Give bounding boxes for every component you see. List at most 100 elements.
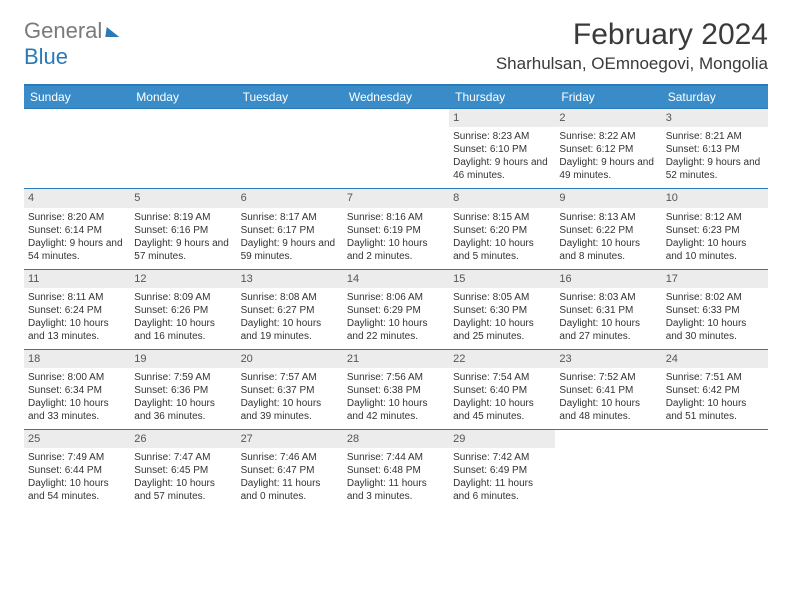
calendar-cell: 10Sunrise: 8:12 AMSunset: 6:23 PMDayligh… <box>662 189 768 269</box>
day-number: 1 <box>449 109 555 127</box>
sunset-line: Sunset: 6:13 PM <box>666 143 764 156</box>
day-number: 11 <box>24 270 130 288</box>
day-header: Wednesday <box>343 86 449 109</box>
calendar-cell: 18Sunrise: 8:00 AMSunset: 6:34 PMDayligh… <box>24 349 130 429</box>
sunrise-line: Sunrise: 8:16 AM <box>347 211 445 224</box>
brand-logo: General <box>24 18 122 44</box>
calendar-table: Sunday Monday Tuesday Wednesday Thursday… <box>24 86 768 509</box>
sunset-line: Sunset: 6:12 PM <box>559 143 657 156</box>
day-number: 29 <box>449 430 555 448</box>
sunrise-line: Sunrise: 7:59 AM <box>134 371 232 384</box>
calendar-cell <box>343 109 449 189</box>
day-header: Tuesday <box>237 86 343 109</box>
day-number: 12 <box>130 270 236 288</box>
calendar-week-row: 4 Sunrise: 8:20 AMSunset: 6:14 PM Daylight… <box>24 189 768 269</box>
day-number: 24 <box>662 350 768 368</box>
daylight-line: Daylight: 10 hours and 16 minutes. <box>134 317 232 343</box>
calendar-cell: 22Sunrise: 7:54 AMSunset: 6:40 PMDayligh… <box>449 349 555 429</box>
calendar-cell <box>555 430 661 510</box>
daylight-line: Daylight: 11 hours and 6 minutes. <box>453 477 551 503</box>
sunset-line: Sunset: 6:47 PM <box>241 464 339 477</box>
sunrise-line: Sunrise: 8:06 AM <box>347 291 445 304</box>
brand-part1: General <box>24 18 102 44</box>
sunset-line: Sunset: 6:44 PM <box>28 464 126 477</box>
sunset-line: Sunset: 6:29 PM <box>347 304 445 317</box>
calendar-cell <box>662 430 768 510</box>
daylight-line: Daylight: 10 hours and 51 minutes. <box>666 397 764 423</box>
sunset-line: Sunset: 6:45 PM <box>134 464 232 477</box>
calendar-cell: 3Sunrise: 8:21 AMSunset: 6:13 PMDaylight… <box>662 109 768 189</box>
sunset-line: Sunset: 6:37 PM <box>241 384 339 397</box>
day-number: 23 <box>555 350 661 368</box>
sunset-line: Sunset: 6:20 PM <box>453 224 551 237</box>
calendar-cell: 9Sunrise: 8:13 AMSunset: 6:22 PMDaylight… <box>555 189 661 269</box>
sunset-line: Sunset: 6:49 PM <box>453 464 551 477</box>
sunrise-line: Sunrise: 8:02 AM <box>666 291 764 304</box>
day-number: 21 <box>343 350 449 368</box>
daylight-line: Daylight: 10 hours and 39 minutes. <box>241 397 339 423</box>
day-number: 15 <box>449 270 555 288</box>
calendar-cell: 27Sunrise: 7:46 AMSunset: 6:47 PMDayligh… <box>237 430 343 510</box>
sunrise-line: Sunrise: 8:03 AM <box>559 291 657 304</box>
daylight-line: Daylight: 9 hours and 49 minutes. <box>559 156 657 182</box>
daylight-line: Daylight: 9 hours and 52 minutes. <box>666 156 764 182</box>
sunrise-line: Sunrise: 7:42 AM <box>453 451 551 464</box>
calendar-cell: 26Sunrise: 7:47 AMSunset: 6:45 PMDayligh… <box>130 430 236 510</box>
daylight-line: Daylight: 10 hours and 48 minutes. <box>559 397 657 423</box>
sunrise-line: Sunrise: 8:08 AM <box>241 291 339 304</box>
daylight-line: Daylight: 10 hours and 42 minutes. <box>347 397 445 423</box>
calendar-cell: 5Sunrise: 8:19 AMSunset: 6:16 PMDaylight… <box>130 189 236 269</box>
sunset-line: Sunset: 6:38 PM <box>347 384 445 397</box>
brand-triangle-icon <box>106 27 121 37</box>
day-number: 14 <box>343 270 449 288</box>
day-header: Thursday <box>449 86 555 109</box>
day-number: 5 <box>130 189 236 207</box>
daylight-line: Daylight: 10 hours and 54 minutes. <box>28 477 126 503</box>
sunset-line: Sunset: 6:31 PM <box>559 304 657 317</box>
sunrise-line: Sunrise: 8:11 AM <box>28 291 126 304</box>
calendar-cell: 28Sunrise: 7:44 AMSunset: 6:48 PMDayligh… <box>343 430 449 510</box>
day-number: 17 <box>662 270 768 288</box>
daylight-line: Daylight: 11 hours and 0 minutes. <box>241 477 339 503</box>
day-number: 4 <box>24 189 130 207</box>
calendar-body: 1Sunrise: 8:23 AMSunset: 6:10 PMDaylight… <box>24 109 768 510</box>
day-number: 16 <box>555 270 661 288</box>
calendar-cell: 11Sunrise: 8:11 AMSunset: 6:24 PMDayligh… <box>24 269 130 349</box>
header: General February 2024 Sharhulsan, OEmnoe… <box>24 18 768 74</box>
sunset-line: Sunset: 6:48 PM <box>347 464 445 477</box>
sunrise-line: Sunrise: 8:09 AM <box>134 291 232 304</box>
sunset-line: Sunset: 6:26 PM <box>134 304 232 317</box>
sunset-line: Sunset: 6:14 PM <box>28 224 126 237</box>
month-title: February 2024 <box>496 18 768 52</box>
calendar-cell: 4Sunrise: 8:20 AMSunset: 6:14 PMDaylight… <box>24 189 130 269</box>
sunset-line: Sunset: 6:16 PM <box>134 224 232 237</box>
day-number: 22 <box>449 350 555 368</box>
day-number: 2 <box>555 109 661 127</box>
daylight-line: Daylight: 10 hours and 25 minutes. <box>453 317 551 343</box>
calendar-cell: 19Sunrise: 7:59 AMSunset: 6:36 PMDayligh… <box>130 349 236 429</box>
daylight-line: Daylight: 10 hours and 2 minutes. <box>347 237 445 263</box>
daylight-line: Daylight: 10 hours and 33 minutes. <box>28 397 126 423</box>
calendar-head: Sunday Monday Tuesday Wednesday Thursday… <box>24 86 768 109</box>
calendar-cell <box>237 109 343 189</box>
sunset-line: Sunset: 6:42 PM <box>666 384 764 397</box>
sunset-line: Sunset: 6:34 PM <box>28 384 126 397</box>
sunrise-line: Sunrise: 8:00 AM <box>28 371 126 384</box>
sunset-line: Sunset: 6:30 PM <box>453 304 551 317</box>
daylight-line: Daylight: 10 hours and 45 minutes. <box>453 397 551 423</box>
day-number: 9 <box>555 189 661 207</box>
sunrise-line: Sunrise: 7:47 AM <box>134 451 232 464</box>
sunrise-line: Sunrise: 8:15 AM <box>453 211 551 224</box>
day-number: 19 <box>130 350 236 368</box>
sunset-line: Sunset: 6:19 PM <box>347 224 445 237</box>
location: Sharhulsan, OEmnoegovi, Mongolia <box>496 54 768 74</box>
sunrise-line: Sunrise: 8:20 AM <box>28 211 126 224</box>
sunset-line: Sunset: 6:36 PM <box>134 384 232 397</box>
day-header-row: Sunday Monday Tuesday Wednesday Thursday… <box>24 86 768 109</box>
day-number: 28 <box>343 430 449 448</box>
calendar-cell: 13Sunrise: 8:08 AMSunset: 6:27 PMDayligh… <box>237 269 343 349</box>
sunrise-line: Sunrise: 7:57 AM <box>241 371 339 384</box>
brand-part2: Blue <box>24 44 68 69</box>
sunrise-line: Sunrise: 7:44 AM <box>347 451 445 464</box>
day-header: Monday <box>130 86 236 109</box>
